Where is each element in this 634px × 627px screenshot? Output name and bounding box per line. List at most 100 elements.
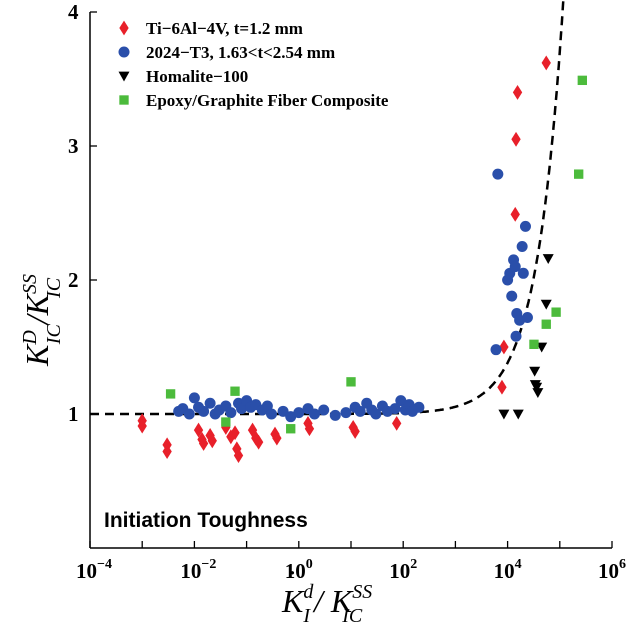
data-point-diamond <box>512 84 523 100</box>
x-tick-exponent: 6 <box>619 557 626 572</box>
data-point-circle <box>389 403 401 415</box>
y-axis-label: KD IC/KSS IC <box>19 274 65 367</box>
x-label-sub1: I <box>302 605 311 627</box>
y-label-sup2: SS <box>19 274 41 294</box>
data-point-circle <box>509 261 521 273</box>
legend-entry-label: Epoxy/Graphite Fiber Composite <box>146 91 389 110</box>
data-point-diamond <box>304 421 315 437</box>
data-point-circle <box>510 330 522 342</box>
data-point-square <box>221 417 231 427</box>
x-label-sep: / K <box>312 583 354 619</box>
x-label-sup2: SS <box>352 581 372 603</box>
data-point-diamond <box>232 441 242 457</box>
data-point-circle <box>490 344 502 356</box>
data-point-triangle <box>512 409 524 420</box>
data-point-triangle <box>529 366 541 377</box>
data-point-triangle <box>542 254 554 265</box>
x-label-sub2: IC <box>341 605 363 627</box>
fit-curve <box>90 0 565 416</box>
data-point-circle <box>521 312 533 324</box>
data-point-triangle <box>532 388 544 399</box>
series-diamond <box>137 55 551 463</box>
x-tick-label: 10−2 <box>180 557 216 583</box>
data-point-diamond <box>193 422 204 438</box>
series-layer <box>137 55 587 463</box>
data-point-diamond <box>497 379 507 395</box>
data-point-triangle <box>118 71 130 82</box>
x-tick-base: 10 <box>494 559 515 583</box>
data-point-circle <box>413 401 425 413</box>
data-point-diamond <box>511 131 521 147</box>
data-point-circle <box>293 407 305 419</box>
data-point-square <box>230 386 240 396</box>
data-point-diamond <box>119 20 129 36</box>
data-point-circle <box>118 46 130 58</box>
data-point-square <box>165 389 176 399</box>
data-point-diamond <box>137 418 147 434</box>
y-label-sub1: IC <box>43 324 65 346</box>
x-axis-dot: ˙ <box>285 563 296 599</box>
legend-entry-label: Homalite−100 <box>146 67 248 86</box>
x-tick-base: 10 <box>76 559 97 583</box>
data-point-square <box>346 377 356 387</box>
data-point-triangle <box>540 299 552 310</box>
data-point-circle <box>395 395 407 407</box>
data-point-circle <box>517 267 529 279</box>
data-point-square <box>529 339 539 349</box>
y-label-sup1: D <box>19 330 41 346</box>
data-point-diamond <box>162 444 172 459</box>
x-tick-base: 10 <box>285 559 306 583</box>
y-label-k1: K <box>19 343 55 367</box>
x-tick-exponent: 2 <box>410 557 417 572</box>
data-point-circle <box>329 409 341 421</box>
data-point-circle <box>236 403 248 415</box>
y-tick-label: 1 <box>68 402 79 426</box>
data-point-square <box>119 95 129 105</box>
annotation: Initiation Toughness <box>104 509 308 532</box>
data-point-diamond <box>499 339 509 355</box>
data-point-diamond <box>230 425 240 441</box>
x-label-k1: K <box>281 583 305 619</box>
data-point-circle <box>519 220 531 232</box>
data-point-square <box>551 307 561 317</box>
data-point-square <box>577 75 587 86</box>
data-point-circle <box>266 408 278 420</box>
data-point-diamond <box>272 430 282 446</box>
x-tick-label: 10−4 <box>76 557 112 583</box>
x-tick-label: 102 <box>389 557 417 583</box>
data-point-circle <box>506 290 518 302</box>
x-axis-label: Kd I / KSS IC <box>281 581 372 627</box>
legend-entry-label: Ti−6Al−4V, t=1.2 mm <box>146 19 303 38</box>
data-point-diamond <box>221 419 231 435</box>
x-label-sup1: d <box>303 581 314 603</box>
data-point-circle <box>183 408 195 420</box>
data-point-square <box>541 319 551 329</box>
data-point-triangle <box>536 342 548 353</box>
x-tick-label: 106 <box>598 557 626 583</box>
data-point-circle <box>198 405 210 417</box>
data-point-circle <box>204 397 216 409</box>
data-point-square <box>286 424 296 434</box>
y-tick-label: 4 <box>68 0 79 24</box>
data-point-circle <box>188 392 200 404</box>
data-point-diamond <box>198 436 209 451</box>
x-ticks: 10−4 10−2 100 102 104 106 <box>76 541 626 583</box>
data-point-triangle <box>498 409 510 420</box>
data-point-circle <box>492 168 504 180</box>
data-point-square <box>574 169 584 179</box>
x-tick-label: 100 <box>285 557 313 583</box>
y-label-sub2: IC <box>43 277 65 299</box>
x-tick-exponent: −4 <box>97 557 112 572</box>
x-tick-base: 10 <box>598 559 619 583</box>
data-point-diamond <box>251 430 261 446</box>
data-point-diamond <box>233 448 244 463</box>
x-tick-exponent: −2 <box>201 557 216 572</box>
y-label-sep: /K <box>19 292 55 326</box>
series-circle <box>173 168 533 423</box>
data-point-diamond <box>350 423 360 439</box>
legend: Ti−6Al−4V, t=1.2 mm 2024−T3, 1.63<t<2.54 … <box>118 19 389 110</box>
data-point-circle <box>516 241 528 252</box>
data-point-circle <box>354 405 366 417</box>
data-point-diamond <box>247 422 258 438</box>
